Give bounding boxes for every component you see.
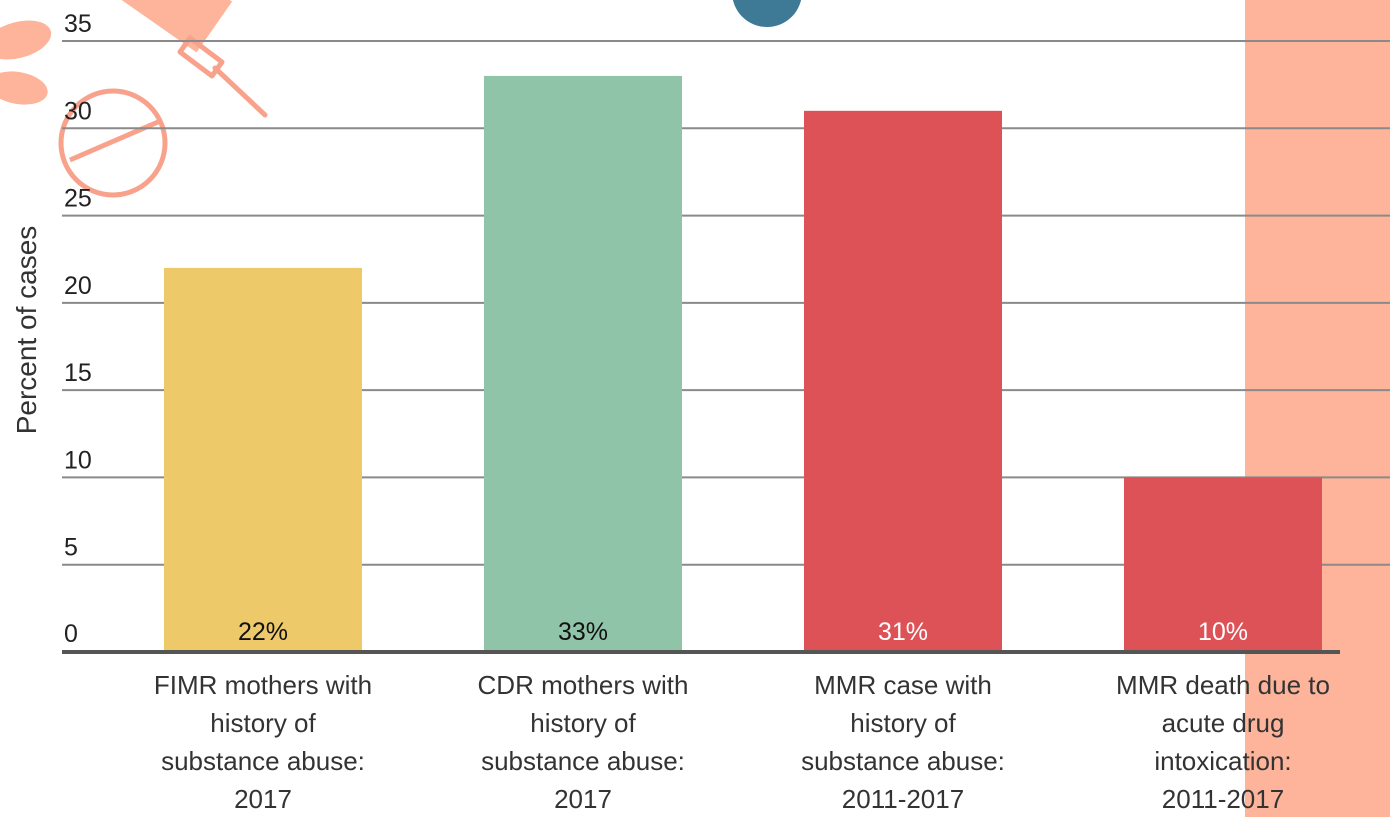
syringe-icon: [98, 0, 268, 118]
y-tick-labels: 0 5 10 15 20 25 30 35: [64, 10, 92, 648]
category-label: history of: [850, 708, 956, 738]
data-labels: 22% 33% 31% 10%: [238, 618, 1248, 646]
leaf-icon: [0, 20, 52, 105]
y-tick-label: 5: [64, 534, 78, 562]
category-label: MMR case with: [814, 670, 992, 700]
y-tick-label: 20: [64, 272, 92, 300]
category-label: 2011-2017: [1162, 784, 1284, 814]
category-label: 2017: [234, 784, 292, 814]
bar: [484, 75, 682, 652]
category-label: substance abuse:: [801, 746, 1005, 776]
y-tick-label: 15: [64, 359, 92, 387]
y-tick-label: 0: [64, 620, 78, 648]
category-label: history of: [210, 708, 316, 738]
category-label: history of: [530, 708, 636, 738]
bar: [1124, 477, 1322, 652]
bar: [164, 267, 362, 652]
data-label: 33%: [558, 618, 608, 646]
y-tick-label: 25: [64, 185, 92, 213]
y-tick-label: 30: [64, 97, 92, 125]
y-tick-label: 35: [64, 10, 92, 38]
data-label: 22%: [238, 618, 288, 646]
y-axis-label: Percent of cases: [11, 226, 42, 435]
category-label: 2017: [554, 784, 612, 814]
category-label: substance abuse:: [481, 746, 685, 776]
bar: [804, 110, 1002, 653]
salmon-side-panel: [1245, 0, 1390, 817]
category-label: FIMR mothers with: [154, 670, 372, 700]
data-label: 31%: [878, 618, 928, 646]
category-label: substance abuse:: [161, 746, 365, 776]
category-label: acute drug: [1162, 708, 1285, 738]
blue-circle-decoration: [732, 0, 802, 27]
category-label: MMR death due to: [1116, 670, 1330, 700]
data-label: 10%: [1198, 618, 1248, 646]
y-tick-label: 10: [64, 446, 92, 474]
category-label: CDR mothers with: [478, 670, 689, 700]
category-label: intoxication:: [1154, 746, 1291, 776]
category-label: 2011-2017: [842, 784, 964, 814]
bars: [164, 75, 1322, 653]
category-labels: FIMR mothers with history of substance abu…: [154, 670, 1330, 814]
